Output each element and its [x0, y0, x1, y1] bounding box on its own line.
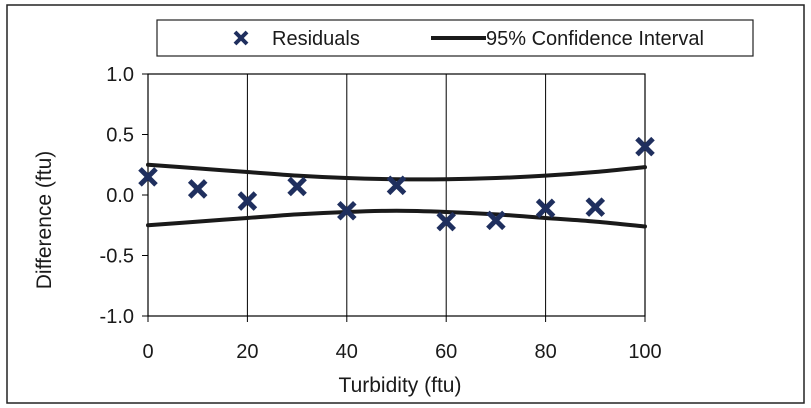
residual-point: [386, 175, 407, 196]
legend-label-ci: 95% Confidence Interval: [486, 28, 704, 50]
ci-upper-line: [146, 162, 647, 182]
x-tick-label: 100: [628, 341, 661, 363]
x-axis-label: Turbidity (ftu): [339, 374, 462, 397]
x-tick-label: 60: [435, 341, 457, 363]
residual-point: [486, 210, 506, 231]
y-tick-label: 0.5: [106, 125, 134, 147]
y-tick-label: -1.0: [100, 306, 134, 328]
y-tick-label: 0.0: [106, 185, 134, 207]
ci-lower-line: [146, 208, 647, 229]
x-tick-label: 80: [534, 341, 556, 363]
confidence-interval-layer: [146, 162, 647, 229]
y-tick-label: 1.0: [106, 64, 134, 86]
tick-labels-layer: 1.0 0.5 0.0 -0.5 -1.0 0 20 40 60 80 100: [100, 64, 662, 363]
residual-point: [187, 179, 208, 199]
x-tick-label: 20: [236, 341, 258, 363]
residual-point: [436, 211, 456, 232]
residual-point: [138, 167, 158, 187]
legend: Residuals 95% Confidence Interval: [156, 19, 754, 57]
residual-point: [287, 176, 307, 197]
x-tick-label: 40: [336, 341, 358, 363]
residual-point: [237, 191, 258, 211]
residual-point: [585, 197, 606, 217]
residual-point: [535, 198, 556, 219]
y-axis-label: Difference (ftu): [33, 151, 56, 290]
y-tick-label: -0.5: [100, 246, 134, 268]
residual-point: [635, 136, 655, 157]
x-tick-label: 0: [142, 341, 153, 363]
grid-layer: [246, 74, 547, 316]
legend-marker-residuals: [233, 30, 249, 46]
residual-point: [337, 200, 357, 221]
residuals-layer: [138, 136, 655, 232]
plot-area: [147, 73, 646, 317]
legend-label-residuals: Residuals: [272, 28, 360, 50]
